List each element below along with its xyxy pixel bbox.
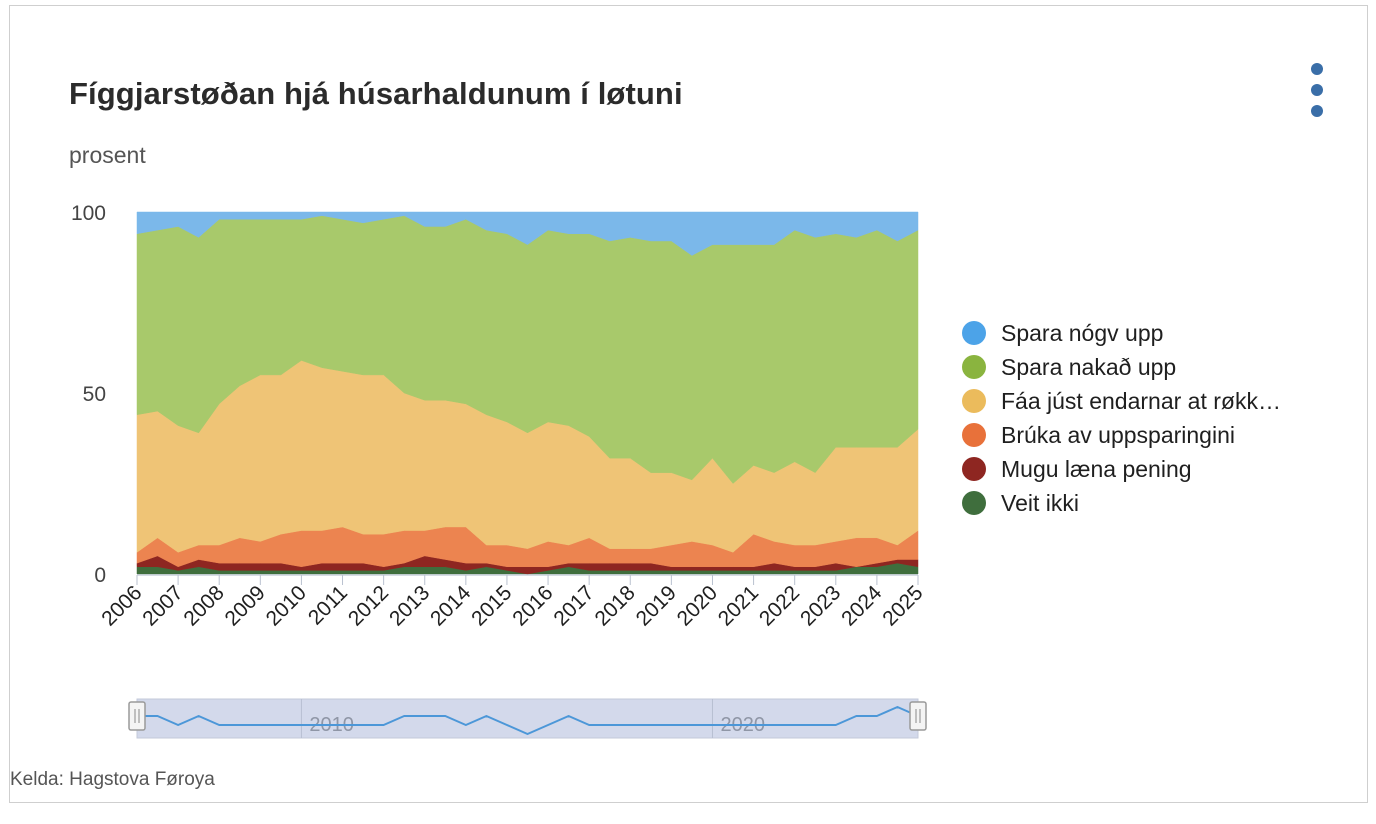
navigator-series-line (137, 706, 919, 735)
legend-label: Veit ikki (1001, 489, 1079, 516)
x-tick-label: 2021 (714, 581, 763, 630)
navigator-selection[interactable] (136, 698, 919, 739)
navigator-left-handle[interactable] (128, 701, 146, 731)
x-tick-label: 2011 (304, 581, 352, 629)
legend-swatch (962, 355, 986, 379)
menu-dot (1311, 84, 1323, 96)
legend-item[interactable]: Spara nógv upp (962, 316, 1281, 350)
menu-dot (1311, 63, 1323, 75)
navigator-right-handle[interactable] (909, 701, 927, 731)
x-tick-label: 2019 (632, 581, 681, 630)
x-tick-label: 2023 (796, 581, 845, 630)
x-tick-label: 2013 (385, 581, 434, 630)
x-tick-label: 2012 (344, 581, 393, 630)
x-tick-label: 2014 (426, 581, 476, 631)
range-navigator[interactable]: 2010 2020 (128, 698, 927, 739)
x-tick-label: 2024 (837, 581, 887, 631)
x-tick-label: 2025 (878, 581, 927, 630)
legend-swatch (962, 457, 986, 481)
x-tick-label: 2010 (262, 581, 311, 630)
legend: Spara nógv upp Spara nakað upp Fáa júst en… (962, 316, 1281, 520)
legend-swatch (962, 423, 986, 447)
x-axis: 2006200720082009201020112012201320142015… (97, 574, 928, 631)
legend-label: Brúka av uppsparingini (1001, 421, 1235, 448)
legend-swatch (962, 389, 986, 413)
chart-title: Fíggjarstøðan hjá húsarhaldunum í løtuni (69, 76, 683, 111)
x-tick-label: 2020 (673, 581, 722, 630)
menu-dot (1311, 105, 1323, 117)
x-tick-label: 2007 (138, 581, 187, 630)
x-tick-label: 2016 (508, 581, 557, 630)
x-tick-label: 2017 (549, 581, 598, 630)
legend-label: Spara nógv upp (1001, 319, 1164, 346)
legend-item[interactable]: Spara nakað upp (962, 350, 1281, 384)
legend-label: Spara nakað upp (1001, 353, 1177, 380)
chart-subtitle: prosent (69, 142, 146, 168)
legend-label: Fáa júst endarnar at røkk… (1001, 387, 1281, 414)
legend-item[interactable]: Fáa júst endarnar at røkk… (962, 384, 1281, 418)
y-tick-label: 100 (71, 202, 106, 225)
legend-item[interactable]: Mugu læna pening (962, 452, 1281, 486)
x-tick-label: 2006 (97, 581, 146, 630)
y-tick-label: 0 (94, 564, 106, 587)
legend-item[interactable]: Veit ikki (962, 486, 1281, 520)
source-note: Kelda: Hagstova Føroya (10, 769, 215, 790)
legend-swatch (962, 321, 986, 345)
kebab-menu-icon[interactable] (1305, 58, 1329, 124)
x-tick-label: 2009 (221, 581, 270, 630)
y-tick-label: 50 (83, 383, 106, 406)
legend-label: Mugu læna pening (1001, 455, 1192, 482)
y-axis: 0 50 100 (71, 202, 106, 587)
x-tick-label: 2015 (467, 581, 516, 630)
x-tick-label: 2008 (179, 581, 228, 630)
legend-swatch (962, 491, 986, 515)
legend-item[interactable]: Brúka av uppsparingini (962, 418, 1281, 452)
plot-area (136, 211, 919, 575)
area-series-spara-n-gv-upp[interactable] (136, 211, 919, 256)
x-tick-label: 2018 (591, 581, 640, 630)
x-tick-label: 2022 (755, 581, 804, 630)
